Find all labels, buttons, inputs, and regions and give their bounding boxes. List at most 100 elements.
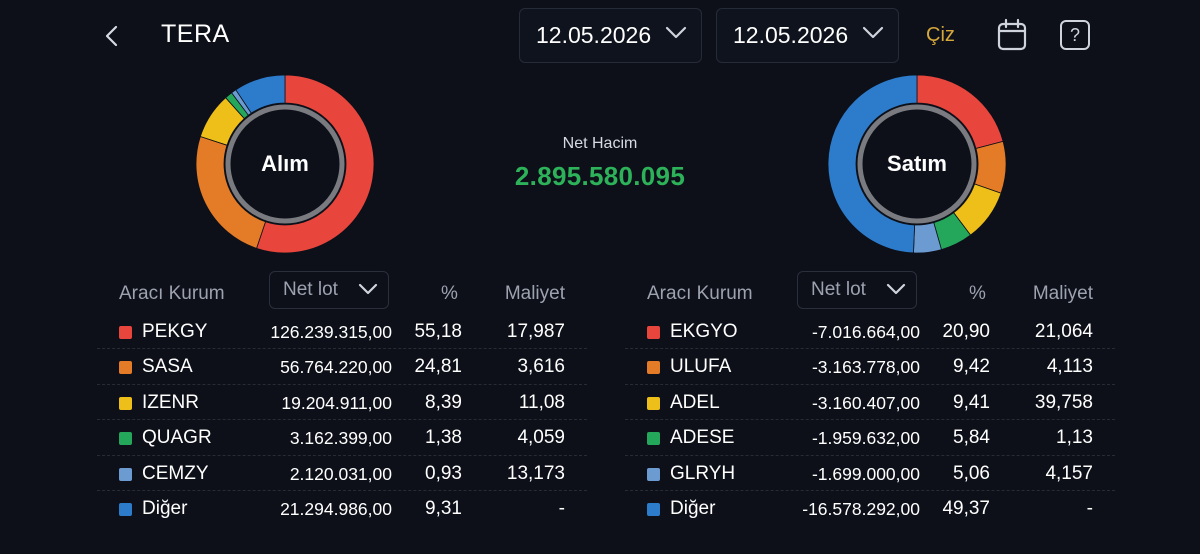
cost-value: 3,616	[517, 356, 565, 378]
color-swatch	[647, 396, 660, 410]
net-lot-value: 2.120.031,00	[289, 463, 392, 484]
table-row[interactable]: QUAGR 3.162.399,00 1,38 4,059	[97, 420, 587, 456]
table-row[interactable]: IZENR 19.204.911,00 8,39 11,08	[97, 385, 587, 421]
percent-value: 9,31	[425, 497, 462, 519]
calendar-button[interactable]	[996, 18, 1028, 52]
broker-name: Diğer	[142, 497, 188, 519]
color-swatch	[647, 361, 660, 375]
buy-donut-chart: Alım	[195, 74, 375, 254]
percent-value: 5,06	[953, 462, 990, 484]
buy-label: Alım	[261, 151, 309, 176]
percent-value: 0,93	[425, 462, 462, 484]
cost-value: -	[558, 497, 565, 519]
net-lot-value: 126.239.315,00	[270, 322, 392, 342]
color-swatch	[647, 432, 660, 446]
sell-metric-value: Net lot	[811, 279, 866, 300]
table-row[interactable]: CEMZY 2.120.031,00 0,93 13,173	[97, 456, 587, 491]
sell-table-header: Aracı Kurum Net lot % Maliyet	[625, 270, 1115, 314]
sell-inner-ring	[857, 104, 977, 224]
color-swatch	[119, 361, 132, 375]
buy-table-header: Aracı Kurum Net lot % Maliyet	[97, 270, 587, 314]
buy-inner-ring	[225, 104, 345, 224]
table-row[interactable]: SASA 56.764.220,00 24,81 3,616	[97, 349, 587, 385]
end-date-select[interactable]: 12.05.2026	[716, 8, 899, 63]
cost-value: 17,987	[506, 321, 565, 342]
broker-name: ADESE	[670, 427, 735, 449]
net-lot-value: 56.764.220,00	[280, 357, 392, 378]
cost-value: 21,064	[1034, 321, 1093, 342]
net-lot-value: -1.699.000,00	[811, 463, 920, 484]
chevron-down-icon	[862, 26, 884, 39]
color-swatch	[119, 467, 132, 481]
header: TERA 12.05.2026 12.05.2026 Çiz ?	[0, 0, 1200, 72]
column-percent: %	[441, 283, 458, 304]
column-broker: Aracı Kurum	[647, 283, 753, 304]
broker-name: ULUFA	[670, 356, 732, 378]
table-row[interactable]: ADESE -1.959.632,00 5,84 1,13	[625, 420, 1115, 456]
color-swatch	[647, 502, 660, 516]
start-date-value: 12.05.2026	[536, 22, 652, 48]
chevron-down-icon	[886, 283, 906, 295]
net-lot-value: -3.163.778,00	[811, 357, 920, 378]
cost-value: 13,173	[506, 462, 565, 484]
sell-label: Satım	[887, 151, 947, 176]
sell-metric-select[interactable]: Net lot	[797, 271, 917, 309]
cost-value: 4,113	[1046, 356, 1093, 378]
net-volume-value: 2.895.580.095	[514, 161, 686, 191]
cost-value: -	[1086, 497, 1093, 519]
percent-value: 49,37	[942, 497, 990, 519]
broker-name: QUAGR	[142, 427, 212, 449]
net-volume-label: Net Hacim	[562, 135, 638, 152]
percent-value: 9,41	[953, 391, 990, 413]
buy-donut-svg	[195, 74, 375, 254]
table-row[interactable]: Diğer 21.294.986,00 9,31 -	[97, 491, 587, 526]
broker-name: GLRYH	[670, 462, 736, 484]
broker-name: SASA	[142, 356, 193, 378]
back-button[interactable]	[96, 16, 128, 56]
sell-table-body: EKGYO -7.016.664,00 20,90 21,064 ULUFA -3.163…	[625, 314, 1115, 526]
cost-value: 39,758	[1034, 391, 1093, 413]
table-row[interactable]: PEKGY 126.239.315,00 55,18 17,987	[97, 314, 587, 350]
table-row[interactable]: GLRYH -1.699.000,00 5,06 4,157	[625, 456, 1115, 491]
net-lot-value: -7.016.664,00	[811, 322, 920, 342]
column-cost: Maliyet	[1032, 283, 1093, 304]
draw-button[interactable]: Çiz	[926, 24, 955, 46]
column-percent: %	[969, 283, 986, 304]
end-date-value: 12.05.2026	[733, 22, 849, 48]
sell-donut-svg	[827, 74, 1007, 254]
cost-value: 4,059	[517, 427, 565, 449]
buy-slice-0	[256, 74, 375, 254]
table-row[interactable]: EKGYO -7.016.664,00 20,90 21,064	[625, 314, 1115, 350]
chevron-down-icon	[665, 26, 687, 39]
net-volume: Net Hacim 2.895.580.095	[480, 135, 720, 192]
buy-metric-value: Net lot	[283, 279, 338, 300]
help-button[interactable]: ?	[1060, 20, 1090, 50]
column-broker: Aracı Kurum	[119, 283, 225, 304]
table-row[interactable]: ULUFA -3.163.778,00 9,42 4,113	[625, 349, 1115, 385]
color-swatch	[647, 467, 660, 481]
percent-value: 55,18	[414, 321, 462, 342]
sell-center	[863, 110, 971, 218]
net-lot-value: 21.294.986,00	[280, 498, 392, 519]
column-cost: Maliyet	[504, 283, 565, 304]
table-row[interactable]: ADEL -3.160.407,00 9,41 39,758	[625, 385, 1115, 421]
color-swatch	[647, 326, 660, 339]
buy-slice-5	[235, 74, 286, 114]
color-swatch	[119, 396, 132, 410]
start-date-select[interactable]: 12.05.2026	[519, 8, 702, 63]
broker-name: EKGYO	[670, 321, 738, 342]
buy-metric-select[interactable]: Net lot	[269, 271, 389, 309]
percent-value: 8,39	[425, 391, 462, 413]
net-lot-value: 3.162.399,00	[289, 428, 392, 449]
net-lot-value: 19.204.911,00	[281, 392, 392, 413]
color-swatch	[119, 432, 132, 446]
percent-value: 20,90	[942, 321, 990, 342]
broker-name: CEMZY	[142, 462, 209, 484]
broker-name: PEKGY	[142, 321, 208, 342]
buy-table-body: PEKGY 126.239.315,00 55,18 17,987 SASA 56.764…	[97, 314, 587, 526]
broker-name: ADEL	[670, 391, 720, 413]
table-row[interactable]: Diğer -16.578.292,00 49,37 -	[625, 491, 1115, 526]
cost-value: 11,08	[518, 391, 565, 413]
sell-slice-5	[827, 74, 918, 254]
percent-value: 9,42	[953, 356, 990, 378]
